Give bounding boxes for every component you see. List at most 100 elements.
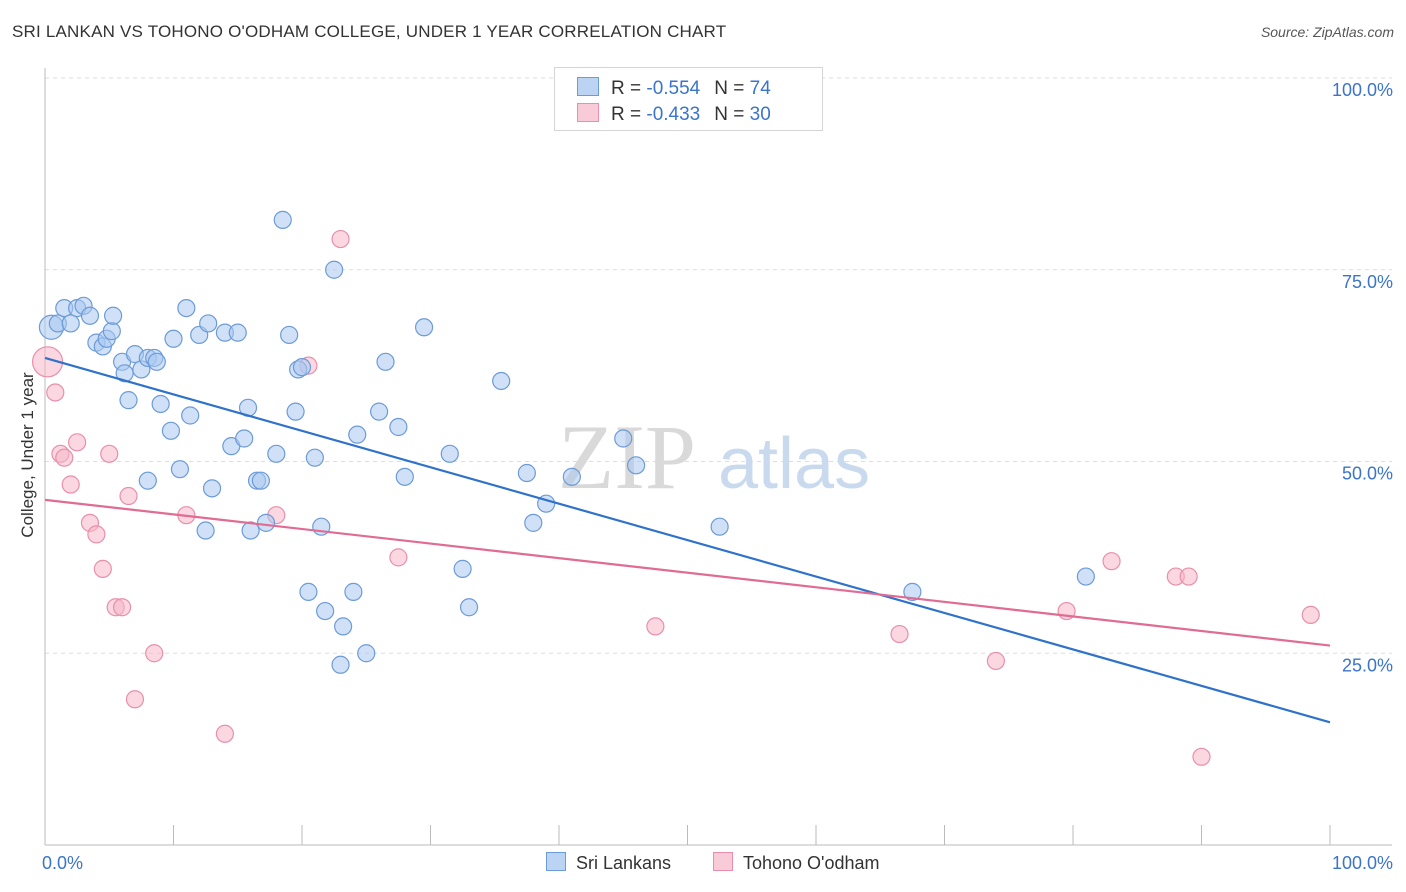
- data-point-tohono-oodham: [1192, 747, 1211, 766]
- data-point-sri-lankans: [196, 521, 215, 540]
- data-point-sri-lankans: [459, 598, 479, 617]
- data-point-sri-lankans: [305, 448, 324, 467]
- data-point-sri-lankans: [517, 463, 536, 483]
- legend-swatch-pink: [577, 103, 599, 122]
- data-point-tohono-oodham: [46, 383, 65, 402]
- data-point-sri-lankans: [138, 471, 157, 490]
- data-point-sri-lankans: [104, 306, 123, 325]
- data-point-sri-lankans: [256, 513, 276, 532]
- data-point-tohono-oodham: [61, 475, 80, 494]
- data-point-sri-lankans: [325, 260, 344, 279]
- data-point-sri-lankans: [164, 329, 183, 348]
- x-tick-label: 100.0%: [1332, 853, 1393, 873]
- data-point-sri-lankans: [331, 655, 350, 674]
- x-tick-label: 0.0%: [42, 853, 83, 873]
- legend-swatch-blue: [577, 77, 599, 96]
- trend-lines: [44, 356, 1331, 724]
- watermark: ZIP atlas: [558, 406, 870, 508]
- data-point-sri-lankans: [710, 517, 729, 536]
- data-point-sri-lankans: [161, 421, 181, 440]
- axes: [44, 68, 1392, 846]
- n-label: N =: [714, 78, 750, 99]
- data-point-sri-lankans: [292, 358, 312, 377]
- r-value: -0.433: [646, 104, 701, 125]
- y-tick-label: 25.0%: [1342, 655, 1393, 675]
- data-point-tohono-oodham: [215, 724, 234, 743]
- data-point-sri-lankans: [316, 601, 335, 621]
- data-point-tohono-oodham: [125, 690, 145, 709]
- correlation-legend: R = -0.554 N = 74 R = -0.433 N = 30: [554, 67, 823, 131]
- data-point-sri-lankans: [348, 425, 367, 444]
- data-point-sri-lankans: [492, 371, 511, 391]
- data-point-sri-lankans: [286, 402, 305, 421]
- data-point-tohono-oodham: [93, 559, 112, 578]
- data-point-tohono-oodham: [1179, 567, 1198, 586]
- source-credit: Source: ZipAtlas.com: [1260, 24, 1394, 40]
- n-value: 30: [749, 104, 771, 125]
- y-tick-label: 50.0%: [1342, 464, 1393, 484]
- data-point-sri-lankans: [389, 417, 408, 437]
- data-point-tohono-oodham: [646, 617, 665, 636]
- y-tick-labels: 100.0% 75.0% 50.0% 25.0%: [1332, 80, 1393, 675]
- data-point-sri-lankans: [626, 456, 646, 475]
- data-point-tohono-oodham: [100, 444, 119, 463]
- data-point-sri-lankans: [299, 582, 318, 601]
- legend-swatch-blue: [546, 852, 566, 871]
- data-point-sri-lankans: [170, 460, 190, 479]
- data-point-sri-lankans: [344, 582, 363, 601]
- data-point-sri-lankans: [61, 314, 80, 333]
- data-point-sri-lankans: [181, 406, 200, 425]
- data-point-sri-lankans: [414, 318, 434, 337]
- legend-item-sri-lankans: Sri Lankans: [546, 852, 671, 874]
- y-axis-label: College, Under 1 year: [18, 372, 37, 538]
- watermark-atlas: atlas: [718, 424, 870, 504]
- series-sri-lankans: [38, 210, 1095, 674]
- grid-lines: [45, 77, 1392, 654]
- data-point-sri-lankans: [199, 314, 218, 333]
- data-point-tohono-oodham: [112, 598, 132, 617]
- data-point-sri-lankans: [267, 444, 286, 463]
- data-point-sri-lankans: [147, 352, 166, 371]
- y-tick-label: 75.0%: [1342, 272, 1393, 292]
- legend-row-tohono-oodham: R = -0.433 N = 30: [577, 103, 771, 127]
- data-point-tohono-oodham: [1102, 552, 1121, 571]
- legend-label-tohono-oodham: Tohono O'odham: [743, 853, 880, 873]
- data-point-sri-lankans: [903, 582, 922, 601]
- trend-line-tohono-oodham: [44, 498, 1331, 647]
- series-legend: Sri Lankans Tohono O'odham: [0, 852, 1406, 878]
- data-point-sri-lankans: [241, 521, 260, 540]
- data-point-tohono-oodham: [389, 548, 408, 567]
- data-point-sri-lankans: [280, 325, 299, 345]
- data-point-sri-lankans: [177, 299, 196, 318]
- axis-ticks: [173, 825, 1331, 845]
- data-point-sri-lankans: [202, 479, 222, 498]
- data-point-tohono-oodham: [119, 486, 138, 506]
- legend-row-sri-lankans: R = -0.554 N = 74: [577, 77, 771, 101]
- data-point-sri-lankans: [235, 429, 254, 448]
- data-point-sri-lankans: [228, 323, 247, 342]
- data-point-sri-lankans: [251, 471, 270, 490]
- data-point-tohono-oodham: [31, 346, 64, 378]
- data-point-sri-lankans: [1076, 567, 1095, 586]
- data-point-tohono-oodham: [145, 644, 164, 663]
- n-value: 74: [749, 78, 771, 99]
- data-point-tohono-oodham: [68, 433, 87, 452]
- data-point-tohono-oodham: [890, 624, 909, 644]
- data-point-sri-lankans: [80, 306, 100, 325]
- data-point-tohono-oodham: [87, 525, 106, 544]
- r-label: R =: [611, 104, 647, 125]
- legend-label-sri-lankans: Sri Lankans: [576, 853, 672, 873]
- legend-item-tohono-oodham: Tohono O'odham: [713, 852, 880, 874]
- n-label: N =: [714, 104, 750, 125]
- chart-title: SRI LANKAN VS TOHONO O'ODHAM COLLEGE, UN…: [12, 22, 727, 41]
- data-point-tohono-oodham: [55, 448, 74, 467]
- data-point-sri-lankans: [562, 467, 581, 486]
- data-point-sri-lankans: [440, 444, 459, 463]
- watermark-zip: ZIP: [558, 406, 696, 508]
- data-point-sri-lankans: [119, 391, 138, 410]
- data-point-tohono-oodham: [331, 229, 350, 249]
- legend-swatch-pink: [713, 852, 733, 871]
- data-point-tohono-oodham: [1301, 605, 1320, 625]
- data-point-sri-lankans: [357, 644, 376, 663]
